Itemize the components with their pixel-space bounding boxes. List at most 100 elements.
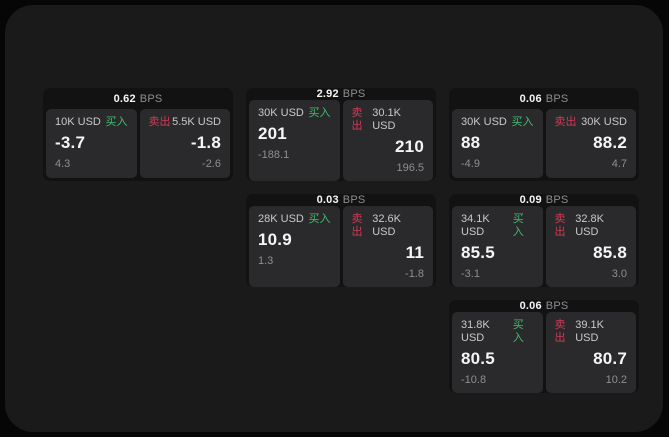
buy-price: 85.5 <box>461 243 495 262</box>
buy-side-label: 买入 <box>511 116 534 128</box>
panels: 34.1K USD 买入 85.5 -3.1 卖出 32.8K USD 85.8… <box>452 206 636 287</box>
sell-quote-panel[interactable]: 卖出 30K USD 88.2 4.7 <box>545 109 636 178</box>
sell-price: 210 <box>395 137 424 156</box>
bps-value: 0.62 <box>113 92 136 105</box>
app-surface: 0.62 BPS 10K USD 买入 -3.7 4.3 卖出 5.5K USD… <box>5 5 663 432</box>
buy-top-row: 28K USD 买入 <box>258 213 331 226</box>
buy-delta: 1.3 <box>258 255 274 267</box>
sell-size: 32.8K USD <box>575 213 604 238</box>
buy-quote-panel[interactable]: 10K USD 买入 -3.7 4.3 <box>46 109 137 178</box>
sell-side-label: 卖出 <box>351 213 363 238</box>
buy-side-label: 买入 <box>308 107 331 119</box>
buy-side-label: 买入 <box>308 213 331 225</box>
sell-size: 30.1K USD <box>372 107 401 132</box>
sell-quote-panel[interactable]: 卖出 39.1K USD 80.7 10.2 <box>545 312 636 393</box>
sell-delta: -2.6 <box>202 158 221 170</box>
buy-price: 88 <box>461 133 481 152</box>
sell-top-row: 卖出 32.8K USD <box>555 213 628 239</box>
buy-size: 10K USD <box>55 116 101 128</box>
buy-size: 34.1K USD <box>461 213 490 238</box>
quote-card: 2.92 BPS 30K USD 买入 201 -188.1 卖出 30.1K … <box>246 88 436 181</box>
panels: 10K USD 买入 -3.7 4.3 卖出 5.5K USD -1.8 -2.… <box>46 109 230 178</box>
buy-quote-panel[interactable]: 31.8K USD 买入 80.5 -10.8 <box>452 312 543 393</box>
sell-side-label: 卖出 <box>351 107 363 132</box>
buy-top-row: 30K USD 买入 <box>258 107 331 120</box>
bps-header: 0.06 BPS <box>452 88 636 109</box>
bps-value: 0.06 <box>519 92 542 105</box>
buy-quote-panel[interactable]: 34.1K USD 买入 85.5 -3.1 <box>452 206 543 287</box>
sell-top-row: 卖出 5.5K USD <box>149 116 222 129</box>
panels: 31.8K USD 买入 80.5 -10.8 卖出 39.1K USD 80.… <box>452 312 636 393</box>
sell-delta: 3.0 <box>611 268 627 280</box>
sell-quote-panel[interactable]: 卖出 32.8K USD 85.8 3.0 <box>545 206 636 287</box>
buy-delta: -3.1 <box>461 268 480 280</box>
sell-quote-panel[interactable]: 卖出 5.5K USD -1.8 -2.6 <box>139 109 230 178</box>
bps-header: 2.92 BPS <box>249 88 433 100</box>
sell-size: 30K USD <box>581 116 627 128</box>
panels: 30K USD 买入 201 -188.1 卖出 30.1K USD 210 1… <box>249 100 433 181</box>
quote-card: 0.06 BPS 30K USD 买入 88 -4.9 卖出 30K USD 8… <box>449 88 639 181</box>
bps-unit-label: BPS <box>545 194 569 206</box>
buy-price: -3.7 <box>55 133 86 152</box>
bps-unit-label: BPS <box>342 88 366 100</box>
sell-side-label: 卖出 <box>554 116 577 128</box>
quote-card: 0.03 BPS 28K USD 买入 10.9 1.3 卖出 32.6K US… <box>246 194 436 287</box>
quote-grid: 0.62 BPS 10K USD 买入 -3.7 4.3 卖出 5.5K USD… <box>43 88 639 393</box>
bps-header: 0.06 BPS <box>452 300 636 312</box>
buy-delta: -10.8 <box>461 374 487 386</box>
buy-top-row: 30K USD 买入 <box>461 116 534 129</box>
buy-quote-panel[interactable]: 30K USD 买入 88 -4.9 <box>452 109 543 178</box>
quote-card: 0.62 BPS 10K USD 买入 -3.7 4.3 卖出 5.5K USD… <box>43 88 233 181</box>
quote-card: 0.09 BPS 34.1K USD 买入 85.5 -3.1 卖出 32.8K… <box>449 194 639 287</box>
buy-delta: -188.1 <box>258 149 290 161</box>
sell-side-label: 卖出 <box>148 116 171 128</box>
buy-price: 201 <box>258 124 287 143</box>
bps-value: 0.06 <box>519 300 542 312</box>
sell-top-row: 卖出 32.6K USD <box>352 213 425 239</box>
buy-size: 31.8K USD <box>461 319 490 344</box>
sell-quote-panel[interactable]: 卖出 30.1K USD 210 196.5 <box>342 100 433 181</box>
sell-delta: 10.2 <box>605 374 627 386</box>
bps-header: 0.62 BPS <box>46 88 230 109</box>
buy-delta: 4.3 <box>55 158 71 170</box>
sell-quote-panel[interactable]: 卖出 32.6K USD 11 -1.8 <box>342 206 433 287</box>
buy-quote-panel[interactable]: 28K USD 买入 10.9 1.3 <box>249 206 340 287</box>
buy-delta: -4.9 <box>461 158 480 170</box>
buy-quote-panel[interactable]: 30K USD 买入 201 -188.1 <box>249 100 340 181</box>
bps-value: 0.09 <box>519 194 542 206</box>
buy-size: 30K USD <box>258 107 304 119</box>
bps-unit-label: BPS <box>545 300 569 312</box>
bps-header: 0.03 BPS <box>249 194 433 206</box>
sell-price: 11 <box>405 243 424 262</box>
bps-value: 2.92 <box>316 88 339 100</box>
panels: 28K USD 买入 10.9 1.3 卖出 32.6K USD 11 -1.8 <box>249 206 433 287</box>
sell-delta: 4.7 <box>611 158 627 170</box>
sell-top-row: 卖出 30.1K USD <box>352 107 425 133</box>
buy-top-row: 10K USD 买入 <box>55 116 128 129</box>
sell-side-label: 卖出 <box>554 213 566 238</box>
sell-price: -1.8 <box>190 133 221 152</box>
sell-price: 80.7 <box>593 349 627 368</box>
buy-top-row: 34.1K USD 买入 <box>461 213 534 239</box>
sell-delta: -1.8 <box>405 268 424 280</box>
bps-unit-label: BPS <box>545 92 569 105</box>
buy-side-label: 买入 <box>512 213 524 238</box>
sell-size: 32.6K USD <box>372 213 401 238</box>
buy-size: 28K USD <box>258 213 304 225</box>
buy-size: 30K USD <box>461 116 507 128</box>
buy-side-label: 买入 <box>105 116 128 128</box>
sell-top-row: 卖出 30K USD <box>555 116 628 129</box>
bps-unit-label: BPS <box>342 194 366 206</box>
buy-price: 80.5 <box>461 349 495 368</box>
sell-side-label: 卖出 <box>554 319 566 344</box>
sell-size: 39.1K USD <box>575 319 604 344</box>
bps-header: 0.09 BPS <box>452 194 636 206</box>
bps-value: 0.03 <box>316 194 339 206</box>
buy-top-row: 31.8K USD 买入 <box>461 319 534 345</box>
bps-unit-label: BPS <box>139 92 163 105</box>
sell-delta: 196.5 <box>396 162 424 174</box>
panels: 30K USD 买入 88 -4.9 卖出 30K USD 88.2 4.7 <box>452 109 636 178</box>
quote-card: 0.06 BPS 31.8K USD 买入 80.5 -10.8 卖出 39.1… <box>449 300 639 393</box>
buy-price: 10.9 <box>258 230 292 249</box>
sell-top-row: 卖出 39.1K USD <box>555 319 628 345</box>
